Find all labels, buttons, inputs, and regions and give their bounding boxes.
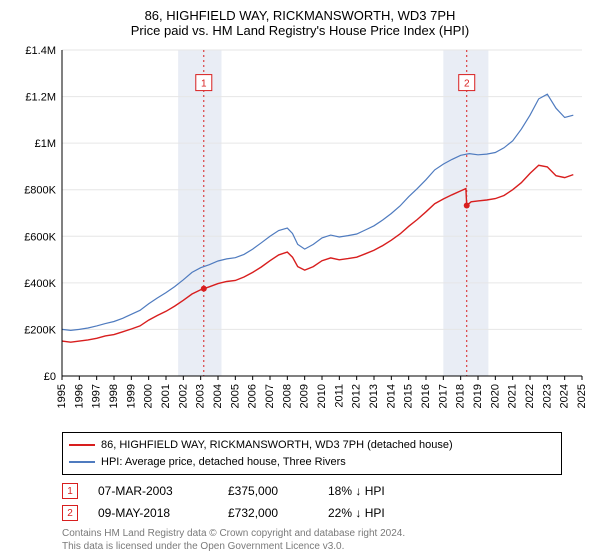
svg-text:2013: 2013 (368, 384, 380, 408)
marker-date: 09-MAY-2018 (98, 506, 208, 520)
svg-text:1996: 1996 (73, 384, 85, 408)
arrow-down-icon: ↓ (355, 506, 361, 520)
svg-text:£600K: £600K (24, 231, 56, 243)
svg-text:1998: 1998 (108, 384, 120, 408)
arrow-down-icon: ↓ (355, 484, 361, 498)
legend-label: HPI: Average price, detached house, Thre… (101, 454, 346, 471)
title-line2: Price paid vs. HM Land Registry's House … (12, 23, 588, 38)
marker-row: 1 07-MAR-2003 £375,000 18% ↓ HPI (62, 483, 588, 499)
legend: 86, HIGHFIELD WAY, RICKMANSWORTH, WD3 7P… (62, 432, 562, 475)
svg-text:2006: 2006 (247, 384, 259, 408)
marker-pct: 22% ↓ HPI (328, 506, 428, 520)
legend-item: 86, HIGHFIELD WAY, RICKMANSWORTH, WD3 7P… (69, 437, 555, 454)
legend-item: HPI: Average price, detached house, Thre… (69, 454, 555, 471)
svg-text:2024: 2024 (559, 384, 571, 408)
svg-text:2011: 2011 (333, 384, 345, 408)
marker-pct: 18% ↓ HPI (328, 484, 428, 498)
svg-text:2008: 2008 (281, 384, 293, 408)
svg-text:2018: 2018 (455, 384, 467, 408)
svg-text:£200K: £200K (24, 324, 56, 336)
svg-text:2002: 2002 (177, 384, 189, 408)
legend-swatch (69, 461, 95, 463)
svg-text:2000: 2000 (143, 384, 155, 408)
svg-text:£400K: £400K (24, 278, 56, 290)
svg-text:2004: 2004 (212, 384, 224, 408)
svg-text:2023: 2023 (541, 384, 553, 408)
svg-text:2003: 2003 (195, 384, 207, 408)
svg-text:£1.2M: £1.2M (25, 92, 56, 104)
svg-text:1999: 1999 (125, 384, 137, 408)
svg-text:2005: 2005 (229, 384, 241, 408)
svg-text:£1.4M: £1.4M (25, 46, 56, 57)
svg-text:2010: 2010 (316, 384, 328, 408)
svg-text:2007: 2007 (264, 384, 276, 408)
title-line1: 86, HIGHFIELD WAY, RICKMANSWORTH, WD3 7P… (12, 8, 588, 23)
svg-text:2025: 2025 (576, 384, 588, 408)
marker-date: 07-MAR-2003 (98, 484, 208, 498)
legend-swatch (69, 444, 95, 446)
marker-price: £375,000 (228, 484, 308, 498)
marker-badge-2: 2 (62, 505, 78, 521)
svg-text:2009: 2009 (299, 384, 311, 408)
svg-text:2019: 2019 (472, 384, 484, 408)
svg-text:2016: 2016 (420, 384, 432, 408)
svg-text:£800K: £800K (24, 185, 56, 197)
marker-price: £732,000 (228, 506, 308, 520)
marker-row: 2 09-MAY-2018 £732,000 22% ↓ HPI (62, 505, 588, 521)
legend-label: 86, HIGHFIELD WAY, RICKMANSWORTH, WD3 7P… (101, 437, 453, 454)
markers-table: 1 07-MAR-2003 £375,000 18% ↓ HPI 2 09-MA… (62, 483, 588, 521)
svg-text:£1M: £1M (35, 138, 56, 150)
svg-text:2001: 2001 (160, 384, 172, 408)
footnote-line: This data is licensed under the Open Gov… (62, 540, 588, 553)
svg-text:1997: 1997 (91, 384, 103, 408)
svg-text:2017: 2017 (437, 384, 449, 408)
svg-text:2022: 2022 (524, 384, 536, 408)
marker-badge-1: 1 (62, 483, 78, 499)
footnote: Contains HM Land Registry data © Crown c… (62, 527, 588, 553)
svg-text:2020: 2020 (489, 384, 501, 408)
svg-text:2014: 2014 (385, 384, 397, 408)
svg-text:£0: £0 (44, 371, 56, 383)
svg-text:2021: 2021 (507, 384, 519, 408)
price-chart: £0 £200K £400K £600K £800K £1M £1.2M £1.4M 1995 1… (12, 46, 588, 426)
svg-text:2015: 2015 (403, 384, 415, 408)
svg-text:1995: 1995 (56, 384, 68, 408)
svg-text:2: 2 (464, 79, 470, 90)
svg-text:1: 1 (201, 79, 207, 90)
svg-text:2012: 2012 (351, 384, 363, 408)
footnote-line: Contains HM Land Registry data © Crown c… (62, 527, 588, 540)
